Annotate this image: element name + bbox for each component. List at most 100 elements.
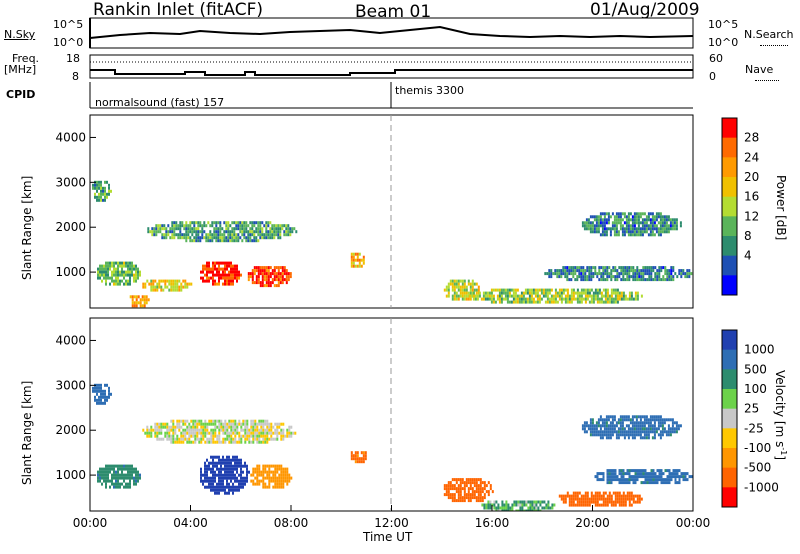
power-cell: [96, 180, 98, 184]
velocity-cell: [192, 419, 195, 423]
velocity-cell: [621, 421, 624, 425]
power-cell: [243, 221, 246, 225]
velocity-cell: [216, 488, 218, 492]
power-cell: [598, 300, 601, 304]
velocity-cell: [158, 428, 161, 432]
velocity-cell: [643, 427, 646, 431]
power-cell: [581, 221, 584, 225]
velocity-cell: [242, 422, 245, 426]
velocity-cell: [238, 419, 241, 423]
velocity-cell: [182, 428, 185, 432]
power-cell: [608, 294, 611, 298]
power-cell: [560, 294, 563, 298]
power-cell: [459, 294, 462, 298]
velocity-cell: [537, 506, 540, 510]
velocity-cell: [453, 487, 456, 491]
velocity-cell: [252, 473, 255, 477]
power-cell: [167, 224, 170, 228]
power-cell: [173, 221, 176, 225]
velocity-cell: [214, 479, 216, 483]
power-cell: [665, 215, 668, 219]
velocity-cell: [364, 454, 367, 458]
velocity-cell: [519, 500, 522, 504]
velocity-cell: [220, 476, 222, 480]
velocity-cell: [105, 467, 107, 471]
power-cell: [675, 218, 678, 222]
velocity-cell: [362, 454, 365, 458]
power-cell: [245, 224, 248, 228]
velocity-cell: [232, 431, 235, 435]
velocity-cell: [232, 482, 234, 486]
power-cell: [455, 297, 458, 301]
velocity-cell: [188, 437, 191, 441]
velocity-cell: [465, 493, 468, 497]
velocity-cell: [612, 500, 615, 504]
power-cell: [631, 233, 634, 237]
power-cell: [560, 291, 563, 295]
power-cell: [590, 266, 593, 270]
power-cell: [96, 189, 98, 193]
velocity-cell: [463, 481, 466, 485]
power-cell: [224, 267, 226, 271]
velocity-cell: [250, 431, 253, 435]
power-cell: [469, 288, 472, 292]
power-cell: [263, 278, 266, 282]
power-cell: [106, 192, 108, 196]
power-cell: [115, 279, 117, 283]
velocity-cell: [232, 470, 234, 474]
power-cell: [129, 273, 131, 277]
velocity-cell: [117, 464, 119, 468]
velocity-cell: [495, 506, 498, 510]
velocity-cell: [109, 464, 111, 468]
power-cell: [486, 294, 489, 298]
power-cell: [588, 278, 591, 282]
velocity-cell: [282, 470, 285, 474]
velocity-cell: [633, 436, 636, 440]
power-cell: [234, 264, 236, 268]
velocity-cell: [135, 473, 137, 477]
power-cell: [550, 275, 553, 279]
power-cell: [101, 273, 103, 277]
power-cell: [475, 288, 478, 292]
power-cell: [214, 261, 216, 265]
power-cell: [568, 294, 571, 298]
power-cell: [606, 300, 609, 304]
power-cell: [617, 230, 620, 234]
velocity-cell: [574, 503, 577, 507]
velocity-cell: [208, 440, 211, 444]
power-cell: [221, 227, 224, 231]
power-cell: [168, 282, 171, 286]
velocity-cell: [218, 434, 221, 438]
power-cell: [457, 285, 460, 289]
velocity-cell: [180, 437, 183, 441]
velocity-cell: [156, 431, 159, 435]
velocity-cell: [210, 485, 212, 489]
velocity-cell: [276, 422, 279, 426]
power-colorbar-swatch: [722, 196, 737, 217]
power-cell: [494, 300, 497, 304]
power-cell: [201, 230, 204, 234]
velocity-cell: [254, 482, 257, 486]
velocity-cell: [119, 476, 121, 480]
power-cell: [261, 275, 264, 279]
power-cell: [245, 239, 248, 243]
velocity-cell: [639, 436, 642, 440]
velocity-cell: [280, 470, 283, 474]
velocity-cell: [580, 500, 583, 504]
velocity-cell: [150, 431, 153, 435]
velocity-cell: [629, 418, 632, 422]
velocity-cell: [202, 479, 204, 483]
power-cell: [552, 297, 555, 301]
velocity-cell: [262, 431, 265, 435]
velocity-cell: [603, 421, 606, 425]
x-tick-label: 16:00: [475, 516, 510, 530]
power-cell: [615, 215, 618, 219]
velocity-cell: [670, 478, 673, 482]
velocity-cell: [644, 469, 647, 473]
velocity-cell: [146, 431, 149, 435]
velocity-cell: [210, 428, 213, 432]
power-cell: [629, 233, 632, 237]
power-cell: [602, 266, 605, 270]
power-cell: [658, 278, 661, 282]
